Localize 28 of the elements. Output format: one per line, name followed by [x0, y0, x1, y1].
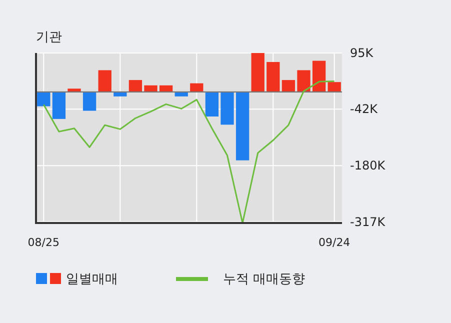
bar [328, 82, 341, 92]
legend-label: 일별매매 [66, 272, 118, 287]
x-tick-label: 09/24 [318, 236, 350, 249]
bar [205, 92, 219, 116]
bar [68, 88, 81, 92]
bar [251, 53, 264, 92]
bar [159, 85, 173, 92]
bar [37, 92, 50, 106]
y-tick-label: -317K [350, 214, 386, 229]
bar [98, 70, 112, 92]
bar [190, 83, 204, 92]
bar [266, 62, 280, 92]
bar [297, 70, 310, 92]
bar [144, 85, 158, 92]
bar [52, 92, 66, 119]
y-tick-label: -42K [350, 102, 379, 116]
bar [82, 92, 96, 111]
y-tick-label: 95K [350, 46, 374, 60]
bar [236, 92, 250, 160]
line-series [42, 80, 336, 224]
legend-label: 누적 매매동향 [223, 272, 306, 287]
bar [128, 80, 142, 92]
bar [312, 60, 326, 92]
chart-title: 기관 [36, 30, 62, 45]
bar [220, 92, 234, 125]
y-tick-label: -180K [350, 158, 386, 173]
bar [282, 80, 296, 92]
x-tick-label: 08/25 [28, 236, 60, 249]
